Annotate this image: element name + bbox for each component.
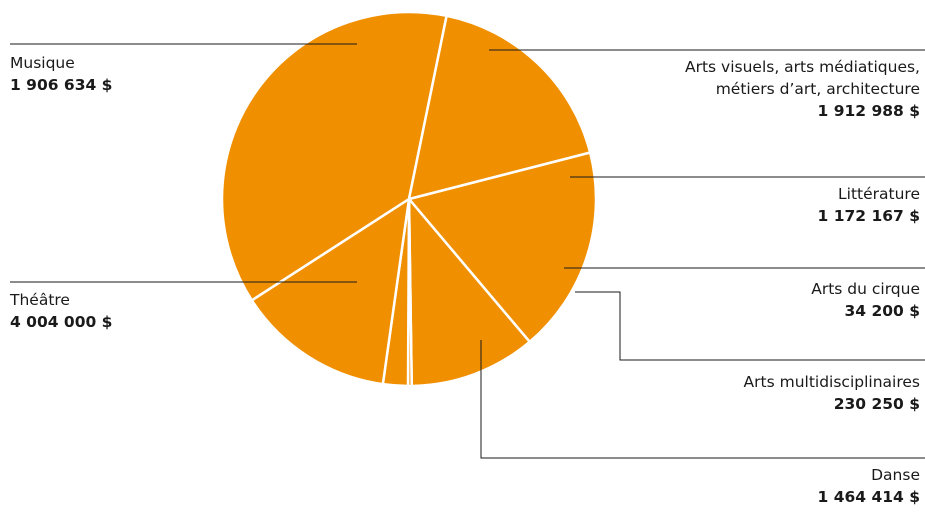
label-arts-du-cirque: Arts du cirque 34 200 $ [811, 278, 920, 322]
label-name: Littérature [838, 185, 920, 203]
pie-slice-litterature [407, 197, 531, 388]
label-value: 230 250 $ [833, 395, 920, 413]
pie-slice-theatre [220, 10, 448, 302]
label-name-line: métiers d’art, architecture [715, 80, 920, 98]
leader-line-danse [480, 340, 925, 459]
label-value: 1 464 414 $ [817, 488, 920, 506]
label-litterature: Littérature 1 172 167 $ [818, 183, 920, 227]
label-theatre: Théâtre 4 004 000 $ [10, 289, 112, 333]
pie-slice-musique [407, 14, 592, 201]
label-name: Musique [10, 54, 75, 72]
label-name-line: Arts visuels, arts médiatiques, [684, 58, 920, 76]
label-value: 4 004 000 $ [10, 313, 113, 331]
pie-slice-arts-visuels [407, 151, 598, 344]
label-value: 1 912 988 $ [817, 102, 920, 120]
label-name: Danse [871, 466, 920, 484]
label-arts-visuels: Arts visuels, arts médiatiques, métiers … [685, 56, 920, 122]
label-name: Théâtre [10, 291, 70, 309]
pie-slice-danse [250, 197, 411, 386]
leader-line-arts-multidisciplinaires [575, 291, 925, 361]
label-arts-multidisciplinaires: Arts multidisciplinaires 230 250 $ [744, 371, 920, 415]
label-name: Arts du cirque [811, 280, 920, 298]
label-value: 1 172 167 $ [817, 207, 920, 225]
label-musique: Musique 1 906 634 $ [10, 52, 112, 96]
label-name: Arts multidisciplinaires [743, 373, 920, 391]
label-value: 1 906 634 $ [10, 76, 113, 94]
label-value: 34 200 $ [844, 302, 920, 320]
label-danse: Danse 1 464 414 $ [818, 464, 920, 508]
